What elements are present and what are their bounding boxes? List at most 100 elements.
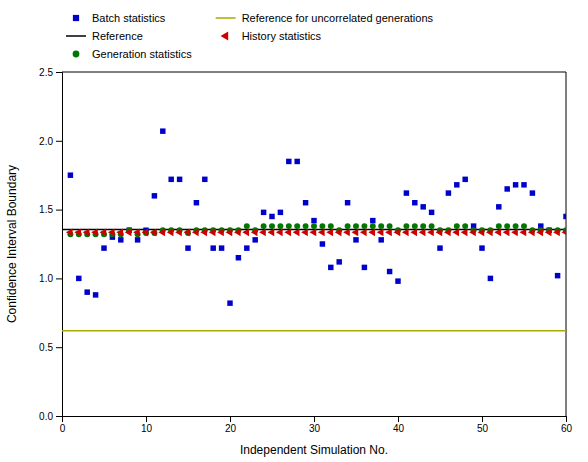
legend-label: Reference for uncorrelated generations [242, 12, 434, 24]
point [83, 228, 90, 236]
legend-swatch [73, 51, 80, 58]
point [378, 237, 383, 242]
point [562, 228, 566, 236]
point [93, 292, 98, 297]
point [555, 273, 560, 278]
point [328, 223, 334, 229]
plot-frame [566, 72, 567, 416]
point [142, 228, 149, 236]
point [488, 276, 493, 281]
x-axis: 0102030405060 [60, 416, 573, 434]
tick-label: 1.0 [39, 273, 53, 284]
tick-label: 10 [141, 423, 153, 434]
point [150, 228, 157, 236]
point [395, 278, 400, 283]
point [412, 200, 417, 205]
point [101, 245, 106, 250]
point [152, 193, 157, 198]
point [419, 228, 426, 236]
point [511, 228, 518, 236]
legend-item: Generation statistics [73, 48, 193, 60]
tick-label: 40 [393, 423, 405, 434]
point [210, 245, 215, 250]
point [420, 223, 426, 229]
y-axis-title: Confidence Interval Boundary [5, 165, 19, 323]
scatter-series [67, 223, 566, 237]
point [513, 223, 519, 229]
x-axis-title: Independent Simulation No. [240, 443, 388, 457]
point [177, 177, 182, 182]
point [370, 218, 375, 223]
legend-swatch [216, 17, 236, 19]
tick-mark [56, 278, 62, 279]
point [385, 228, 392, 236]
point [200, 228, 207, 236]
point [185, 245, 190, 250]
tick: 1.0 [39, 273, 62, 284]
point [84, 289, 89, 294]
legend-item: History statistics [221, 30, 322, 42]
tick-mark [398, 416, 399, 422]
legend: Batch statistics Reference Generation stat… [66, 12, 434, 60]
tick-label: 0.0 [39, 411, 53, 422]
point [360, 228, 367, 236]
scatter-series [66, 228, 566, 236]
plot: 01020304050600.00.51.01.52.02.5 [39, 67, 572, 434]
point [336, 259, 341, 264]
point [328, 265, 333, 270]
tick-mark [56, 72, 62, 73]
point [219, 245, 224, 250]
point [410, 228, 417, 236]
tick: 50 [477, 416, 489, 434]
point [227, 300, 232, 305]
point [462, 223, 468, 229]
point [403, 223, 409, 229]
axis-domain [63, 417, 567, 423]
point [412, 223, 418, 229]
point [319, 223, 325, 229]
legend-swatch [221, 32, 229, 41]
point [294, 159, 299, 164]
point [513, 182, 518, 187]
point [394, 228, 401, 236]
point [202, 177, 207, 182]
point [311, 223, 317, 229]
tick: 10 [141, 416, 153, 434]
point [429, 210, 434, 215]
legend-label: Reference [92, 30, 143, 42]
point [251, 228, 258, 236]
point [420, 204, 425, 209]
point [303, 223, 309, 229]
scatter-series [68, 128, 566, 305]
point [278, 210, 283, 215]
point [318, 228, 325, 236]
point [184, 228, 191, 236]
point [370, 223, 376, 229]
tick-label: 50 [477, 423, 489, 434]
point [284, 228, 291, 236]
point [76, 276, 81, 281]
point [192, 228, 199, 236]
tick: 0 [60, 416, 66, 434]
point [244, 245, 249, 250]
tick-label: 30 [309, 423, 321, 434]
point [387, 269, 392, 274]
point [545, 228, 552, 236]
point [167, 228, 174, 236]
point [361, 223, 367, 229]
point [125, 228, 132, 236]
point [286, 159, 291, 164]
point [528, 228, 535, 236]
chart: 01020304050600.00.51.01.52.02.5Independe… [0, 0, 588, 462]
point [209, 228, 216, 236]
point [303, 200, 308, 205]
point [135, 237, 140, 242]
tick: 0.5 [39, 342, 62, 353]
tick-mark [56, 141, 62, 142]
legend-item: Batch statistics [73, 12, 166, 24]
marks [62, 128, 566, 330]
y-axis: 0.00.51.01.52.02.5 [39, 67, 62, 422]
point [462, 177, 467, 182]
point [335, 228, 342, 236]
point [362, 265, 367, 270]
